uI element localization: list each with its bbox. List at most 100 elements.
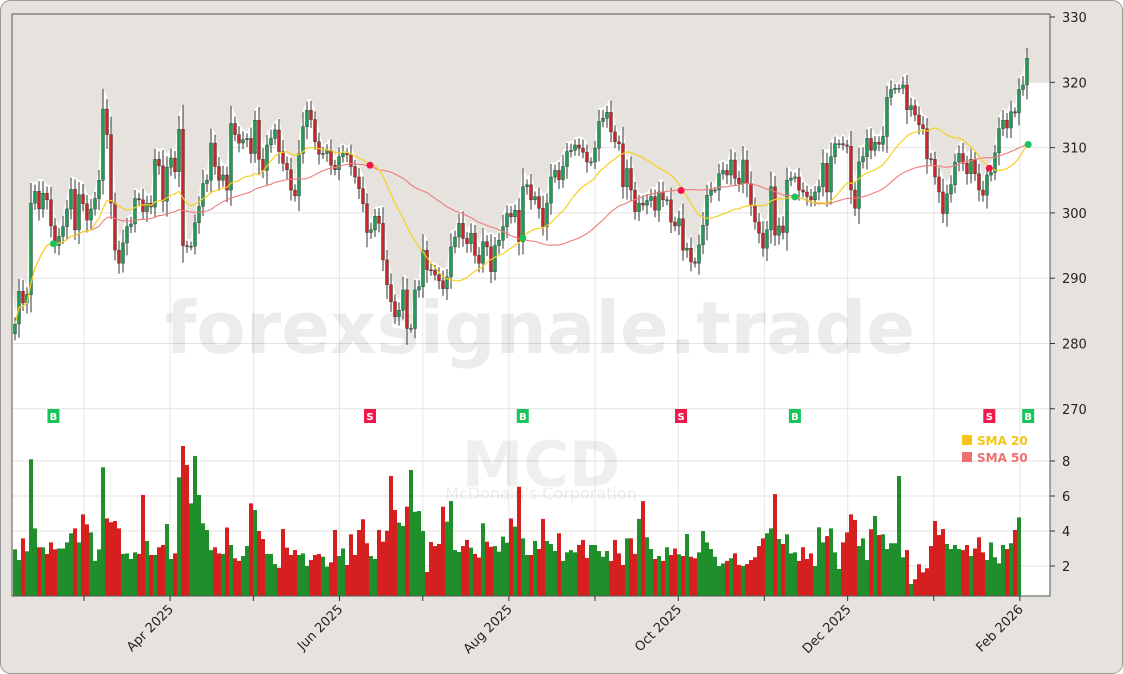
candle-body	[473, 232, 477, 256]
volume-bar	[585, 557, 589, 596]
candle-body	[293, 189, 297, 197]
candle-body	[633, 189, 637, 212]
candle-body	[277, 129, 281, 152]
candle-body	[349, 154, 353, 167]
candle-body	[313, 119, 317, 142]
volume-bar	[713, 556, 717, 596]
volume-bar	[205, 529, 209, 596]
volume-bar	[553, 550, 557, 596]
candle-body	[889, 89, 893, 98]
high-envelope-shade	[12, 14, 1050, 322]
volume-bar	[625, 538, 629, 596]
candle-body	[733, 159, 737, 179]
candle-body	[229, 123, 233, 191]
volume-bar	[905, 550, 909, 596]
candle-body	[325, 150, 329, 154]
volume-bar	[837, 568, 841, 596]
volume-bar	[913, 579, 917, 596]
volume-bar	[653, 559, 657, 596]
volume-tick-label: 2	[1062, 560, 1070, 575]
candle-body	[461, 223, 465, 239]
candle-body	[789, 178, 793, 181]
candle-body	[653, 196, 657, 211]
volume-bar	[73, 528, 77, 596]
candle-body	[77, 194, 81, 231]
candle-body	[809, 196, 813, 201]
candle-body	[685, 247, 689, 251]
candle-body	[1021, 84, 1025, 90]
candle-body	[881, 136, 885, 145]
volume-bar	[517, 486, 521, 596]
candle-body	[373, 215, 377, 231]
volume-bar	[289, 554, 293, 596]
volume-bar	[897, 476, 901, 596]
signal-label: S	[986, 412, 993, 423]
candle-body	[401, 289, 405, 311]
candle-body	[713, 189, 717, 192]
volume-bar	[921, 572, 925, 596]
candle-body	[661, 191, 665, 201]
candle-body	[985, 174, 989, 196]
price-tick-label: 290	[1062, 272, 1087, 287]
candle-body	[265, 144, 269, 171]
volume-bar	[265, 553, 269, 596]
volume-bar	[541, 518, 545, 596]
candle-body	[885, 97, 889, 137]
volume-bar	[817, 527, 821, 596]
candle-body	[65, 208, 69, 227]
candle-body	[777, 225, 781, 236]
candle-body	[217, 166, 221, 181]
legend-swatch-sma50	[962, 452, 972, 462]
candle-body	[249, 138, 253, 154]
buy-signal-dot	[519, 234, 527, 242]
volume-bar	[617, 553, 621, 596]
volume-bar	[157, 547, 161, 596]
volume-bar	[389, 476, 393, 596]
candle-body	[609, 112, 613, 133]
volume-bar	[609, 560, 613, 596]
candle-body	[681, 218, 685, 251]
candle-body	[857, 161, 861, 209]
volume-bar	[977, 537, 981, 596]
sell-signal-dot	[985, 164, 993, 172]
volume-bar	[393, 510, 397, 596]
candle-body	[717, 173, 721, 191]
volume-bar	[849, 514, 853, 596]
volume-bar	[433, 546, 437, 596]
candle-body	[169, 157, 173, 168]
volume-bar	[969, 556, 973, 596]
volume-bar	[513, 526, 517, 596]
volume-bar	[293, 550, 297, 596]
volume-bar	[217, 553, 221, 596]
candle-body	[445, 276, 449, 289]
candle-body	[645, 200, 649, 206]
candle-body	[905, 84, 909, 110]
candle-body	[481, 241, 485, 264]
candle-body	[389, 284, 393, 302]
volume-bar	[745, 564, 749, 596]
volume-bar	[833, 552, 837, 596]
candle-body	[833, 143, 837, 157]
volume-bar	[377, 529, 381, 596]
candle-body	[917, 114, 921, 125]
volume-bar	[417, 511, 421, 596]
volume-bar	[761, 538, 765, 596]
price-tick-label: 300	[1062, 207, 1087, 222]
candle-body	[33, 191, 37, 204]
signal-label: S	[677, 412, 684, 423]
candle-body	[453, 236, 457, 248]
candle-body	[437, 274, 441, 282]
volume-bar	[753, 557, 757, 596]
candle-body	[805, 191, 809, 197]
plot-area: forexsignale.trade MCD McDonald's Corpor…	[11, 13, 1051, 597]
volume-bar	[405, 506, 409, 596]
volume-bar	[81, 514, 85, 596]
candle-body	[101, 108, 105, 181]
volume-bar	[813, 566, 817, 596]
volume-bar	[861, 538, 865, 596]
volume-bar	[841, 542, 845, 596]
legend-label-sma50: SMA 50	[977, 451, 1028, 465]
volume-bar	[257, 531, 261, 596]
